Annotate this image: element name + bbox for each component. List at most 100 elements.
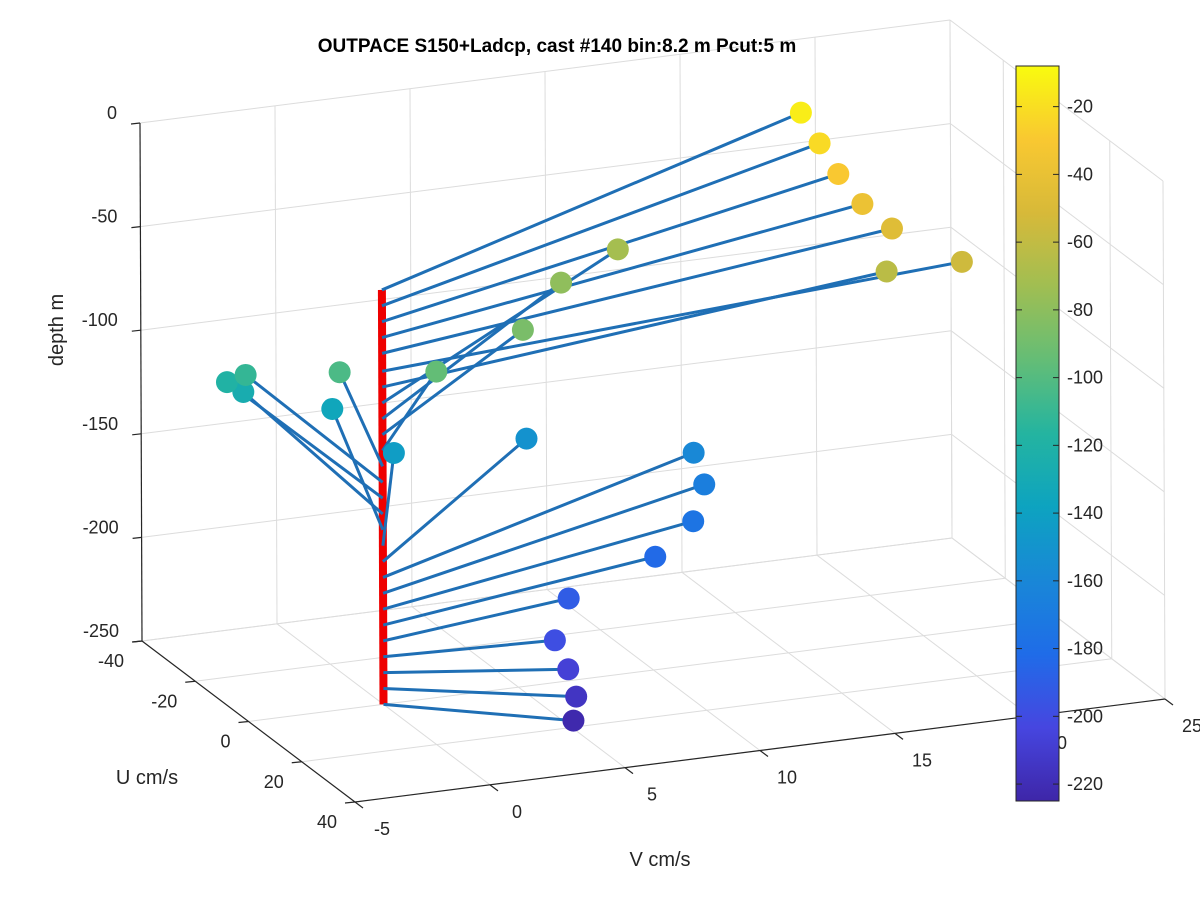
gridline-v-backwall (274, 105, 278, 624)
x-tick-mark (1164, 698, 1174, 706)
data-point (232, 380, 255, 403)
z-axis-line (139, 122, 143, 642)
x-tick-label: -5 (374, 819, 390, 839)
z-tick-label: 0 (107, 103, 117, 123)
gridline-u-floor (248, 618, 1059, 722)
data-point (562, 709, 585, 732)
velocity-vector (382, 596, 570, 643)
z-tick-label: -150 (82, 414, 118, 434)
velocity-vector (330, 408, 385, 531)
gridline-u-sidewall (1162, 180, 1166, 700)
z-tick-label: -50 (91, 207, 117, 227)
gridline-z-backwall (141, 537, 953, 642)
colorbar-bar (1015, 65, 1060, 802)
y-tick-label: -20 (151, 691, 177, 711)
x-tick-label: 5 (647, 785, 657, 805)
colorbar: -20 -40 -60 -80 -100 -120 -140 -160 -180 -200 -220 (1015, 65, 1103, 802)
x-tick-mark (894, 732, 904, 740)
y-tick-mark (238, 720, 249, 724)
z-axis-label: depth m (46, 294, 68, 366)
chart-title: OUTPACE S150+Ladcp, cast #140 bin:8.2 m … (318, 36, 797, 57)
x-tick-label: 10 (777, 768, 797, 788)
x-tick-label: 25 (1182, 716, 1200, 736)
velocity-vector (382, 555, 656, 627)
data-point (565, 685, 588, 708)
data-point (550, 271, 573, 294)
velocity-vector (383, 686, 577, 699)
x-tick-mark (354, 801, 364, 809)
z-tick-mark (131, 226, 141, 229)
colorbar-tick-label: -80 (1067, 300, 1093, 320)
velocity-vector (381, 260, 963, 373)
velocity-vector (381, 202, 863, 339)
velocity-vector (382, 451, 695, 579)
velocity-vector (383, 638, 556, 659)
velocity-vector (383, 667, 569, 675)
y-tick-label: 0 (220, 732, 230, 752)
data-point (425, 360, 448, 383)
colorbar-tick-label: -20 (1067, 97, 1093, 117)
colorbar-tick-label: -180 (1067, 639, 1103, 659)
velocity-vector (381, 141, 821, 308)
grid-layer (139, 19, 1166, 803)
colorbar-tick-label: -200 (1067, 706, 1103, 726)
z-tick-mark (130, 122, 141, 125)
velocity-vector (383, 702, 574, 723)
data-point (557, 587, 580, 610)
data-point (789, 101, 812, 124)
data-point (328, 361, 351, 384)
colorbar-tick-label: -140 (1067, 503, 1103, 523)
gridline-u-sidewall (1002, 60, 1006, 579)
data-point (557, 658, 580, 681)
data-point (382, 441, 405, 464)
x-tick-label: 15 (912, 750, 932, 770)
velocity-vector (381, 437, 528, 563)
y-tick-mark (185, 680, 196, 683)
gridline-z-backwall (140, 226, 951, 331)
velocity-vector (382, 483, 705, 595)
velocity-vector (381, 111, 802, 292)
y-axis-label: U cm/s (116, 767, 178, 789)
z-tick-mark (132, 640, 143, 643)
data-point (606, 238, 629, 261)
velocity-vector (381, 452, 396, 546)
y-tick-mark (344, 801, 356, 804)
gridline-u-floor (301, 658, 1112, 763)
x-tick-label: 0 (512, 802, 522, 822)
gridline-u-floor (195, 577, 1006, 682)
gridline-u-sidewall (1109, 140, 1113, 659)
data-point (875, 260, 898, 283)
y-tick-label: -40 (98, 651, 124, 671)
data-point (321, 397, 344, 420)
gridline-v-backwall (544, 71, 548, 590)
data-point (215, 371, 238, 394)
x-tick-mark (624, 767, 634, 775)
velocity-vector (242, 390, 384, 516)
z-tick-mark (132, 536, 142, 539)
x-axis-label: V cm/s (629, 849, 690, 871)
z-tick-label: -200 (83, 517, 119, 537)
data-point (682, 441, 705, 464)
x-tick-mark (759, 750, 769, 757)
data-point (511, 318, 534, 341)
colorbar-tick-label: -40 (1067, 164, 1093, 184)
data-point (827, 162, 850, 185)
velocity-vector (381, 227, 893, 355)
velocity-vector (381, 370, 438, 452)
data-point (851, 192, 874, 215)
data-point (234, 363, 257, 386)
colorbar-tick-label: -100 (1067, 368, 1103, 388)
data-point (543, 629, 566, 652)
data-point (808, 132, 831, 155)
gridline-z-backwall (141, 330, 952, 435)
x-tick-mark (489, 784, 499, 792)
colorbar-tick-label: -60 (1067, 232, 1093, 252)
y-tick-label: 20 (264, 772, 284, 792)
gridline-u-sidewall (949, 19, 953, 539)
colorbar-tick-label: -120 (1067, 435, 1103, 455)
velocity-vector (382, 519, 694, 611)
data-point (950, 250, 973, 273)
axis-layer: -50510152025-40-2002040-250-200-150-100-… (82, 103, 1200, 839)
z-tick-mark (132, 433, 142, 436)
